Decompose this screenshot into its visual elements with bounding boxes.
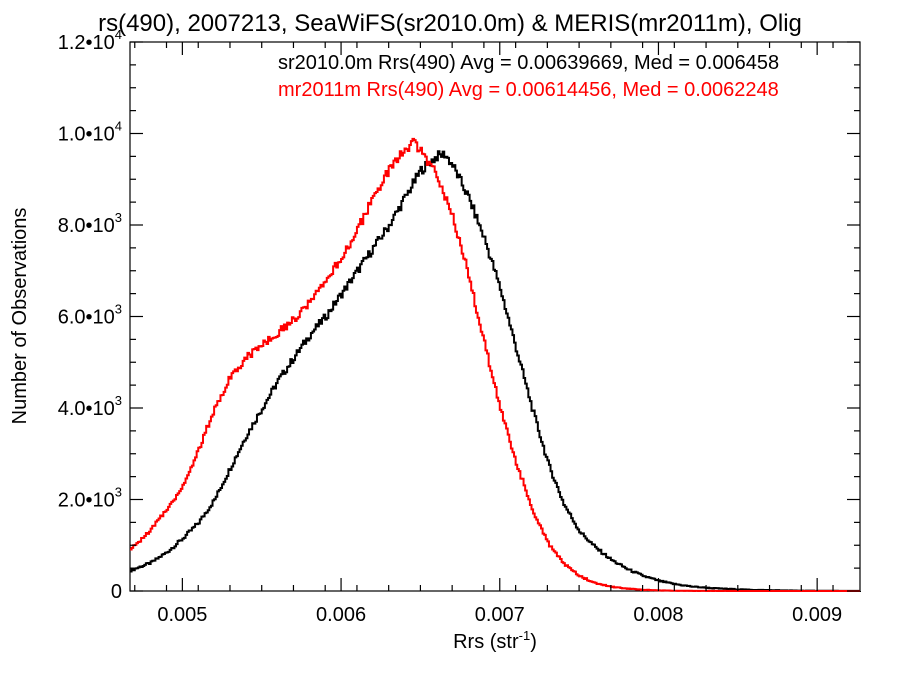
x-axis-label-main: Rrs (str xyxy=(453,631,519,653)
y-tick-label-exponent: 3 xyxy=(115,485,122,500)
x-axis-label-sup: -1 xyxy=(519,628,531,643)
x-axis-label-close: ) xyxy=(530,631,537,653)
y-tick-label-main: 4.0•10 xyxy=(58,398,115,420)
y-tick-label-main: 1.2•10 xyxy=(58,32,115,54)
y-tick-label-exponent: 3 xyxy=(115,302,122,317)
y-axis-label: Number of Observations xyxy=(9,208,31,425)
y-tick-label-exponent: 3 xyxy=(115,393,122,408)
legend-entry-seawifs: sr2010.0m Rrs(490) Avg = 0.00639669, Med… xyxy=(278,52,779,74)
x-tick-label: 0.007 xyxy=(475,604,525,626)
y-tick-label-exponent: 3 xyxy=(115,210,122,225)
y-tick-label: 6.0•103 xyxy=(58,302,122,329)
legend-entry-meris: mr2011m Rrs(490) Avg = 0.00614456, Med =… xyxy=(278,79,779,101)
y-tick-label: 4.0•103 xyxy=(58,393,122,420)
y-tick-label-main: 6.0•10 xyxy=(58,307,115,329)
x-tick-label: 0.009 xyxy=(792,604,842,626)
series-layer xyxy=(130,137,861,592)
y-tick-label: 0 xyxy=(111,581,122,603)
y-tick-label-main: 1.0•10 xyxy=(58,124,115,146)
y-tick-label: 1.2•104 xyxy=(58,27,122,54)
series-seawifs-histogram xyxy=(130,150,861,592)
y-tick-label: 2.0•103 xyxy=(58,485,122,512)
y-tick-label-main: 0 xyxy=(111,581,122,603)
y-tick-label-main: 2.0•10 xyxy=(58,490,115,512)
y-tick-label: 8.0•103 xyxy=(58,210,122,237)
x-axis-label: Rrs (str-1) xyxy=(453,628,537,653)
y-tick-label-exponent: 4 xyxy=(115,27,122,42)
legend: sr2010.0m Rrs(490) Avg = 0.00639669, Med… xyxy=(278,52,779,101)
tick-layer: 0.005 0.006 0.007 0.008 0.00902.0•1034.0•103… xyxy=(58,27,860,626)
x-tick-label: 0.006 xyxy=(316,604,366,626)
series-meris-histogram xyxy=(130,137,860,592)
chart-title: rs(490), 2007213, SeaWiFS(sr2010.0m) & M… xyxy=(98,10,802,37)
y-tick-label-main: 8.0•10 xyxy=(58,215,115,237)
y-tick-label-exponent: 4 xyxy=(115,119,122,134)
plot-frame xyxy=(129,41,861,592)
x-tick-label: 0.005 xyxy=(157,604,207,626)
x-tick-label: 0.008 xyxy=(633,604,683,626)
y-tick-label: 1.0•104 xyxy=(58,119,122,146)
